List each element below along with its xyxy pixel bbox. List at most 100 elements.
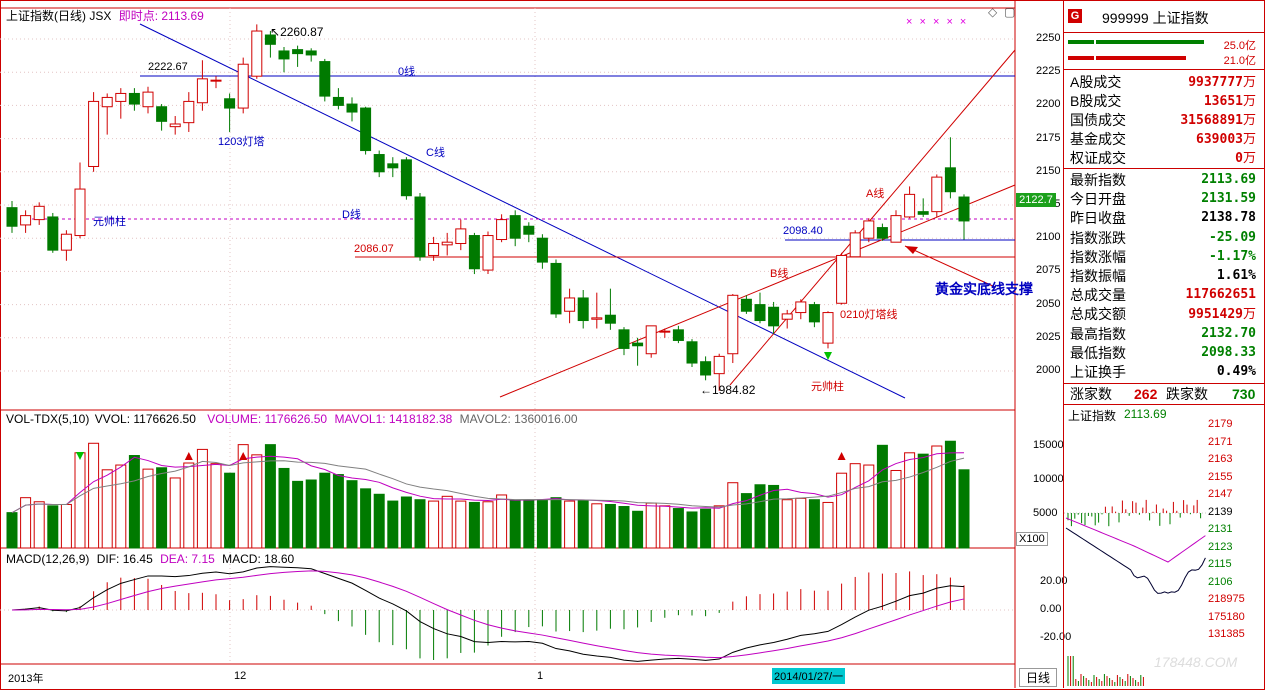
volume-bar xyxy=(196,448,208,549)
candle-body xyxy=(156,106,168,122)
badge-icon[interactable]: G xyxy=(1068,9,1082,23)
support-annotation: 黄金实底线支撑 xyxy=(935,281,1033,297)
index-stat-row: 指数涨幅 -1.17% xyxy=(1070,248,1256,265)
y-tick-label: 2050 xyxy=(1036,297,1061,310)
volume-bar xyxy=(441,495,453,549)
volume-bar xyxy=(672,508,684,549)
mini-price-line xyxy=(1065,527,1206,594)
main-chart-area[interactable] xyxy=(0,0,1063,690)
line-c xyxy=(139,23,906,399)
candle-body xyxy=(645,325,657,355)
volume-bar xyxy=(468,501,480,549)
candle-body xyxy=(863,220,875,239)
volume-bar xyxy=(591,503,603,549)
candle-body xyxy=(210,79,222,82)
volume-bar xyxy=(20,497,32,549)
x-month-12-label: 12 xyxy=(234,670,247,682)
volume-bar xyxy=(659,505,671,549)
x-year-label: 2013年 xyxy=(8,673,44,685)
current-price-tag: 2122.7 xyxy=(1016,193,1056,207)
turnover-row: A股成交 9937777万 xyxy=(1070,74,1256,90)
index-stat-row: 总成交额 9951429万 xyxy=(1070,306,1256,323)
down-arrow-icon xyxy=(76,452,84,460)
volume-bar xyxy=(849,463,861,549)
turnover-row: 基金成交 639003万 xyxy=(1070,131,1256,147)
mini-tick-label: 131385 xyxy=(1208,628,1245,640)
macd-tick-label: 0.00 xyxy=(1040,603,1062,615)
volume-bar xyxy=(632,510,644,549)
tower-0210-label: 0210灯塔线 xyxy=(840,309,898,321)
level-2098-label: 2098.40 xyxy=(783,225,823,237)
volume-bar xyxy=(754,484,766,549)
level-2222-label: 2222.67 xyxy=(148,61,188,73)
candle-body xyxy=(564,297,576,312)
volume-bar xyxy=(863,464,875,549)
low-label: ←1984.82 xyxy=(700,383,756,397)
candle-body xyxy=(319,61,331,97)
tower-1203-label: 1203灯塔 xyxy=(218,136,265,148)
volume-bar xyxy=(319,472,331,549)
mini-tick-label: 2155 xyxy=(1208,470,1233,483)
volume-bar xyxy=(33,501,45,549)
candle-body xyxy=(387,163,399,169)
index-stat-row: 指数涨跌 -25.09 xyxy=(1070,229,1256,246)
candle-body xyxy=(781,313,793,320)
volume-bar xyxy=(156,467,168,549)
volume-bar xyxy=(346,480,358,549)
volume-bar xyxy=(564,500,576,549)
index-stat-row: 指数振幅 1.61% xyxy=(1070,268,1256,284)
candle-body xyxy=(441,241,453,246)
candle-body xyxy=(550,262,562,315)
candle-body xyxy=(768,306,780,327)
candle-body xyxy=(577,297,589,322)
candle-body xyxy=(482,235,494,271)
line-b xyxy=(499,184,1016,398)
volume-bar xyxy=(47,505,59,549)
volume-bar xyxy=(428,500,440,549)
candle-body xyxy=(183,100,195,124)
candle-body xyxy=(672,329,684,341)
panel-title: 999999 上证指数 xyxy=(1102,10,1209,26)
mavol1-line xyxy=(11,452,965,514)
volume-bar xyxy=(713,505,725,549)
restore-icon[interactable]: ▢ xyxy=(1004,5,1016,19)
volume-tick-label: 15000 xyxy=(1033,439,1064,451)
candle-body xyxy=(876,227,888,239)
mini-tick-label: 2106 xyxy=(1208,575,1233,588)
volume-bar xyxy=(224,472,236,549)
intraday-mini-chart[interactable] xyxy=(1064,418,1264,688)
period-selector[interactable]: 日线 xyxy=(1019,668,1058,687)
volume-bar xyxy=(795,497,807,549)
volume-bar xyxy=(890,469,902,549)
candle-body xyxy=(305,50,317,56)
candle-body xyxy=(727,294,739,355)
line-d-label: D线 xyxy=(342,209,361,221)
realtime-price: 即时点: 2113.69 xyxy=(118,9,204,23)
yuanshuai-left-label: 元帅柱 xyxy=(93,216,126,228)
candle-body xyxy=(604,314,616,324)
candle-body xyxy=(468,235,480,270)
mini-avg-line xyxy=(1065,517,1206,563)
volume-bar xyxy=(292,480,304,549)
candle-body xyxy=(400,159,412,197)
candle-body xyxy=(251,30,263,77)
volume-bar xyxy=(400,496,412,549)
diamond-icon[interactable]: ◇ xyxy=(988,5,998,19)
candle-body xyxy=(849,232,861,258)
volume-bar xyxy=(360,488,372,549)
volume-bar xyxy=(482,501,494,549)
volume-bar xyxy=(60,503,72,549)
y-tick-label: 2250 xyxy=(1036,32,1061,44)
breadth-row: 涨家数 262 跌家数 730 xyxy=(1070,386,1256,402)
volume-header: VOL-TDX(5,10) VVOL: 1176626.50 VOLUME: 1… xyxy=(6,412,578,426)
volume-bar xyxy=(536,499,548,549)
index-stat-row: 最低指数 2098.33 xyxy=(1070,344,1256,361)
volume-bar xyxy=(768,484,780,549)
volume-bar xyxy=(931,445,943,549)
line-c-label: C线 xyxy=(426,147,445,159)
index-stat-row: 昨日收盘 2138.78 xyxy=(1070,210,1256,227)
volume-bar xyxy=(101,469,113,549)
turnover-row: 国债成交 31568891万 xyxy=(1070,112,1256,128)
candle-body xyxy=(808,304,820,323)
mini-tick-label: 2139 xyxy=(1208,505,1233,518)
